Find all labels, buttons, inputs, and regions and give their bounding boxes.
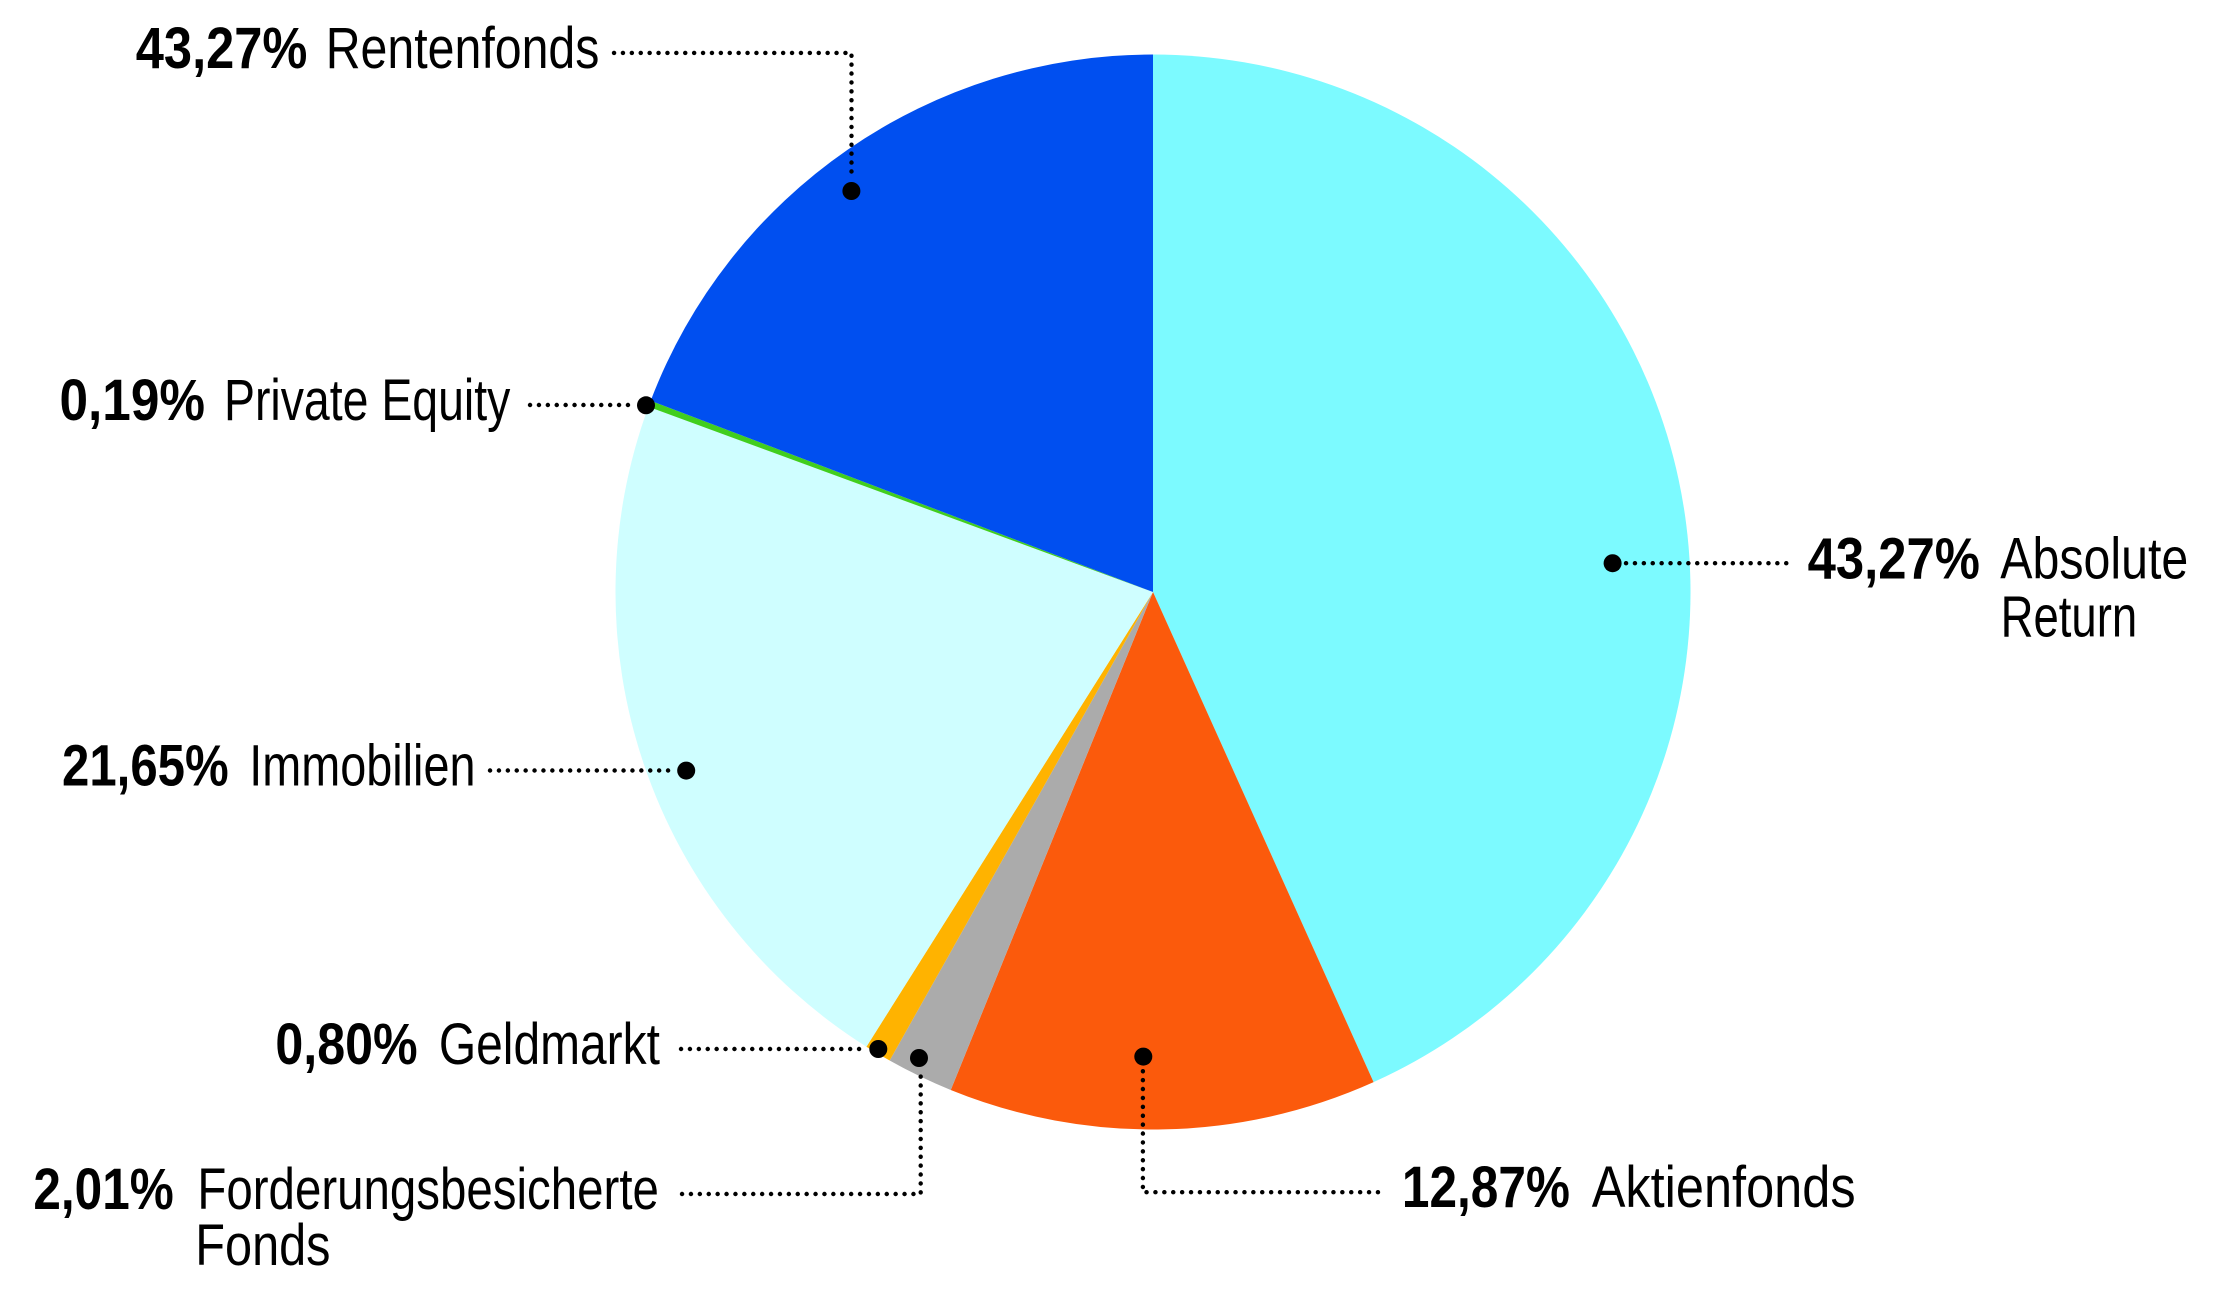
svg-text:Return: Return — [2001, 584, 2138, 649]
svg-text:0,80%: 0,80% — [275, 1012, 417, 1077]
svg-text:43,27%: 43,27% — [1808, 526, 1980, 591]
svg-text:Fonds: Fonds — [195, 1213, 330, 1278]
svg-text:Rentenfonds: Rentenfonds — [326, 16, 600, 81]
svg-text:Immobilien: Immobilien — [249, 734, 475, 799]
svg-text:Forderungsbesicherte: Forderungsbesicherte — [197, 1157, 659, 1222]
svg-text:43,27%: 43,27% — [136, 16, 308, 81]
svg-text:0,19%: 0,19% — [60, 368, 206, 433]
svg-text:Geldmarkt: Geldmarkt — [439, 1012, 660, 1077]
svg-text:Absolute: Absolute — [2000, 526, 2188, 591]
svg-text:Private Equity: Private Equity — [224, 368, 510, 433]
svg-text:21,65%: 21,65% — [62, 734, 229, 799]
svg-text:2,01%: 2,01% — [33, 1157, 173, 1222]
svg-text:12,87%: 12,87% — [1402, 1155, 1570, 1220]
svg-text:Aktienfonds: Aktienfonds — [1592, 1155, 1856, 1220]
